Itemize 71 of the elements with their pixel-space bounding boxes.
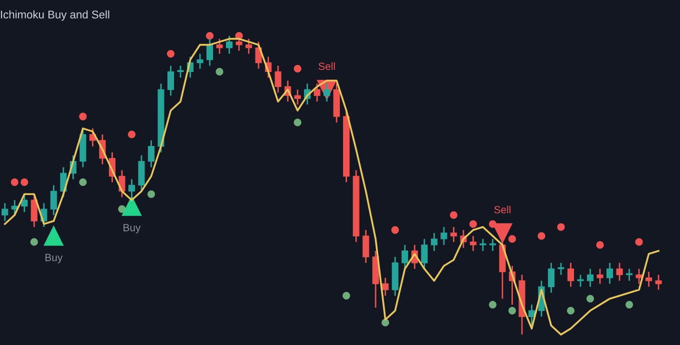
chart-title: Ichimoku Buy and Sell [1,10,110,21]
candlestick [216,38,223,54]
candlestick [480,238,486,252]
point [382,318,390,326]
candlestick [294,88,301,106]
point [391,226,399,234]
candlestick [21,193,28,213]
candlestick [2,202,8,222]
candlestick [382,277,389,296]
point [122,196,142,216]
point [20,178,28,186]
point [492,223,512,243]
point [342,292,350,300]
point [216,68,224,76]
candlestick [596,268,604,284]
point [469,220,477,228]
candlestick [548,262,554,294]
candlestick [30,193,38,228]
candlestick [50,184,57,216]
text: Buy [124,224,141,234]
candlestick [430,232,438,252]
point [79,112,87,120]
candlestick [148,140,154,168]
candlestick [586,268,594,288]
candlestick [226,35,233,54]
series-label: Sell [318,62,335,70]
point [147,190,156,198]
candlestick [616,262,623,282]
candlestick [177,65,184,78]
point [538,232,546,240]
point [635,238,643,246]
candlestick [128,178,135,198]
candlestick [362,229,370,264]
point [10,178,18,186]
point [508,306,516,314]
point [625,300,634,308]
candlestick [274,65,282,94]
point [118,205,126,213]
candlestick [470,235,476,252]
candlestick [577,274,584,288]
candlestick [421,238,428,270]
candlestick [402,244,408,270]
point [206,32,214,40]
point [596,241,604,249]
candlestick [567,262,574,288]
candlestick [324,82,330,102]
candlestick [655,274,662,290]
candlestick [489,238,496,252]
point [294,64,302,73]
point [586,294,594,303]
candlestick [450,226,457,243]
candlestick [440,226,448,246]
point [79,178,87,186]
point [557,223,565,231]
point [450,211,458,219]
point [166,50,175,58]
candlestick [246,38,252,54]
point [30,238,38,246]
point [508,235,516,243]
candlestick [606,262,614,284]
text: Sell [494,206,510,214]
point [44,226,64,246]
candlestick [646,271,652,288]
series-label: Buy [46,254,63,264]
candlestick [196,53,204,70]
candlestick [167,65,174,96]
point [566,306,575,314]
point [294,118,302,126]
point [128,130,136,138]
candlestick [138,154,145,192]
point [488,300,497,308]
